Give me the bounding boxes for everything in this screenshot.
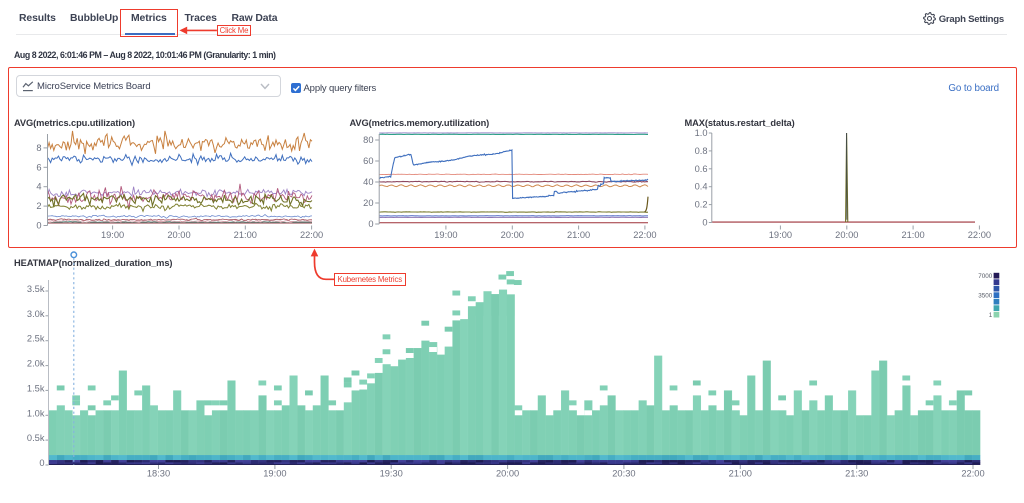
svg-text:21:00: 21:00 — [567, 230, 590, 240]
svg-text:18:30: 18:30 — [147, 469, 170, 479]
svg-text:22:00: 22:00 — [300, 230, 323, 240]
svg-text:0: 0 — [702, 218, 707, 228]
svg-text:0.8: 0.8 — [695, 146, 708, 156]
svg-text:0.6: 0.6 — [695, 164, 708, 174]
svg-text:6: 6 — [36, 162, 41, 172]
svg-text:3500: 3500 — [978, 293, 993, 300]
svg-text:22:00: 22:00 — [633, 230, 656, 240]
svg-text:0.4: 0.4 — [695, 182, 708, 192]
svg-text:2: 2 — [36, 201, 41, 211]
svg-text:21:00: 21:00 — [234, 230, 257, 240]
svg-text:20: 20 — [363, 198, 373, 208]
svg-text:7000: 7000 — [978, 273, 993, 280]
svg-text:0.5k: 0.5k — [27, 433, 45, 443]
svg-text:19:30: 19:30 — [380, 469, 403, 479]
svg-text:21:00: 21:00 — [729, 469, 752, 479]
svg-text:60: 60 — [363, 156, 373, 166]
svg-text:20:00: 20:00 — [167, 230, 190, 240]
svg-text:2.0k: 2.0k — [27, 359, 45, 369]
svg-text:0: 0 — [368, 219, 373, 229]
svg-text:1.0: 1.0 — [695, 128, 708, 138]
svg-text:19:00: 19:00 — [263, 469, 286, 479]
svg-text:0: 0 — [39, 458, 44, 468]
svg-text:4: 4 — [36, 182, 41, 192]
svg-text:0: 0 — [36, 221, 41, 231]
svg-text:19:00: 19:00 — [434, 230, 457, 240]
svg-text:21:00: 21:00 — [901, 230, 924, 240]
svg-text:20:00: 20:00 — [496, 469, 519, 479]
svg-text:8: 8 — [36, 143, 41, 153]
svg-text:40: 40 — [363, 177, 373, 187]
svg-text:80: 80 — [363, 135, 373, 145]
svg-text:1: 1 — [989, 312, 993, 319]
svg-text:20:00: 20:00 — [835, 230, 858, 240]
svg-text:19:00: 19:00 — [101, 230, 124, 240]
svg-text:19:00: 19:00 — [769, 230, 792, 240]
svg-text:1.0k: 1.0k — [27, 408, 45, 418]
svg-text:22:00: 22:00 — [968, 230, 991, 240]
svg-text:20:30: 20:30 — [612, 469, 635, 479]
svg-text:0.2: 0.2 — [695, 200, 708, 210]
svg-text:22:00: 22:00 — [961, 469, 984, 479]
svg-text:20:00: 20:00 — [501, 230, 524, 240]
svg-text:1.5k: 1.5k — [27, 383, 45, 393]
svg-text:2.5k: 2.5k — [27, 334, 45, 344]
svg-text:3.0k: 3.0k — [27, 309, 45, 319]
svg-text:3.5k: 3.5k — [27, 284, 45, 294]
svg-text:21:30: 21:30 — [845, 469, 868, 479]
